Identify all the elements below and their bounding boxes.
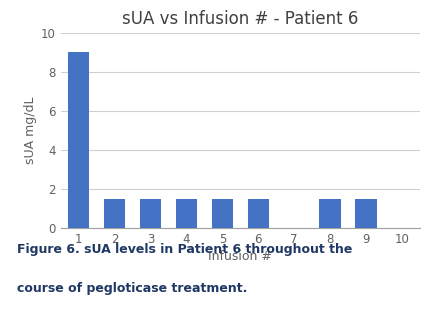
Bar xyxy=(355,199,377,228)
Bar xyxy=(68,52,89,228)
Y-axis label: sUA mg/dL: sUA mg/dL xyxy=(24,96,37,164)
Title: sUA vs Infusion # - Patient 6: sUA vs Infusion # - Patient 6 xyxy=(122,10,359,28)
X-axis label: Infusion #: Infusion # xyxy=(208,250,272,263)
Text: Figure 6. sUA levels in Patient 6 throughout the: Figure 6. sUA levels in Patient 6 throug… xyxy=(17,243,353,256)
Bar xyxy=(104,199,125,228)
Bar xyxy=(140,199,161,228)
Bar xyxy=(320,199,341,228)
Text: course of pegloticase treatment.: course of pegloticase treatment. xyxy=(17,282,248,295)
Bar xyxy=(248,199,269,228)
Bar xyxy=(212,199,233,228)
Bar xyxy=(176,199,197,228)
